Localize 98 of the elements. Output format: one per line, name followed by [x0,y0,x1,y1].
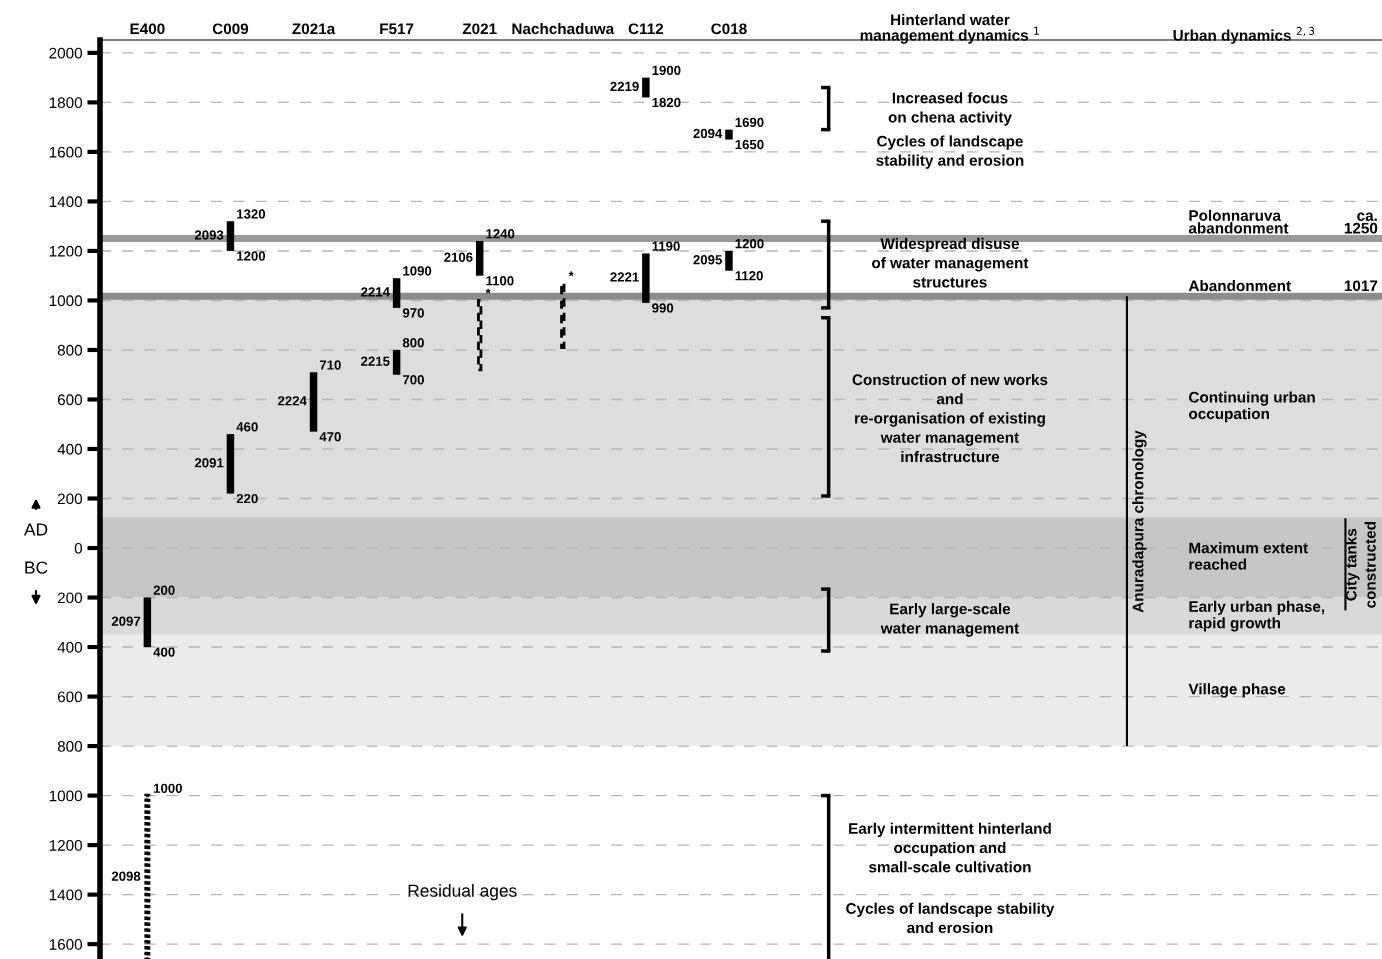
annotation: 400 [153,647,175,657]
y-tick-label: 200 [57,592,83,604]
annotation: 2219 [610,81,639,92]
y-tick-label: 2000 [49,47,83,59]
annotation: 200 [153,585,175,595]
annotation: 220 [236,493,258,504]
y-tick-label: 1600 [49,939,83,950]
x-tick-label: Nachchaduwa [512,22,615,35]
annotation: 1200 [735,238,764,249]
text: AD [24,523,48,536]
x-tick-label: Z021a [292,23,336,35]
y-tick-label: 1800 [49,97,83,109]
band-label: Maximum extent reached [1189,542,1308,570]
annotation: 2097 [111,616,141,626]
text: BC [25,561,48,574]
text: Cycles of landscape stability and erosion [846,902,1055,934]
annotation: 2214 [361,287,390,297]
annotation: 1900 [652,65,681,76]
annotation: 800 [402,338,424,348]
ref-line-label: Polonnaruva abandonment [1188,209,1289,234]
annotation: Residual ages [408,884,517,901]
text: Anuradapura chronology [1132,430,1147,613]
bar [392,278,401,308]
annotation: ca. 1250 [1344,212,1378,234]
text: Early large-scale water management [880,603,1019,637]
x-tick-label: Z021 [462,23,497,35]
annotation: 1200 [237,251,266,261]
bar [143,597,152,648]
y-tick-label: 1400 [49,889,83,901]
band-label: Village phase [1188,683,1286,698]
bar [309,372,318,432]
text: Increased focus on chena activity [888,92,1012,126]
annotation: 2106 [444,252,473,262]
x-tick-label: E400 [130,23,165,35]
x-tick-label: C009 [212,23,249,35]
annotation: 710 [319,360,341,370]
annotation: * [485,288,491,294]
annotation: 2094 [693,128,723,139]
annotation: 2221 [610,272,639,282]
bar [642,253,650,303]
annotation: 1820 [652,97,681,108]
annotation: 2215 [361,356,390,366]
x-tick-label: C018 [711,23,747,35]
annotation: 1690 [735,117,764,128]
annotation: 1100 [486,276,514,286]
x-tick-label: C112 [628,23,664,35]
annotation: 970 [402,308,424,318]
text: Construction of new works and re-organisation of existing water management infrastructure [852,373,1048,463]
annotation: 1650 [735,139,764,150]
bar [725,250,733,271]
text: Hinterland water management dynamics $^{1}$ [860,13,1039,44]
y-tick-label: 1200 [49,839,83,851]
y-tick-label: 400 [57,641,83,653]
annotation: 1090 [403,266,432,276]
y-tick-label: 200 [57,493,83,505]
y-tick-label: 600 [57,394,83,406]
band-label: Continuing urban occupation [1189,391,1315,423]
band-label: Early urban phase, rapid growth [1189,600,1325,632]
annotation: 1190 [652,241,680,251]
bar [725,129,733,140]
annotation: 1320 [237,209,266,219]
bar [226,434,235,494]
y-tick-label: 800 [57,344,83,356]
annotation: 1000 [154,783,182,793]
x-tick-label: F517 [380,23,414,35]
text: Urban dynamics $^{2,3}$ [1173,26,1315,44]
y-tick-label: 600 [57,691,83,703]
y-tick-label: 1400 [49,196,83,208]
annotation: 1120 [735,271,763,281]
annotation: 2224 [277,396,307,406]
bar [477,299,483,372]
y-tick-label: 800 [57,740,83,752]
y-tick-label: 1200 [49,245,83,257]
y-tick-label: 400 [57,443,83,455]
annotation: 700 [403,375,424,385]
annotation: 990 [652,303,674,313]
annotation: 470 [319,432,341,442]
bar [642,77,650,98]
y-tick-label: 1000 [49,295,83,307]
annotation: * [568,271,574,277]
y-tick-label: 1000 [49,790,83,802]
annotation: 2091 [194,458,224,468]
bar [475,241,484,276]
text: Early intermittent hinterland occupation and small-scale cultivation [849,822,1051,873]
y-tick-label: 1600 [49,146,83,158]
annotation: 1240 [486,229,515,239]
text: City tanks constructed [1345,522,1376,608]
bar [392,349,401,375]
annotation: 2098 [111,871,141,881]
text: Widespread disuse of water management structures [872,237,1029,288]
y-tick-label: 0 [74,542,83,554]
ref-line-label: Abandonment [1188,280,1291,292]
annotation: 1017 [1344,280,1378,292]
annotation: 2095 [693,255,722,265]
bar [226,221,235,251]
annotation: 460 [236,422,258,432]
text: Cycles of landscape stability and erosion [876,135,1024,169]
bar [560,281,566,349]
